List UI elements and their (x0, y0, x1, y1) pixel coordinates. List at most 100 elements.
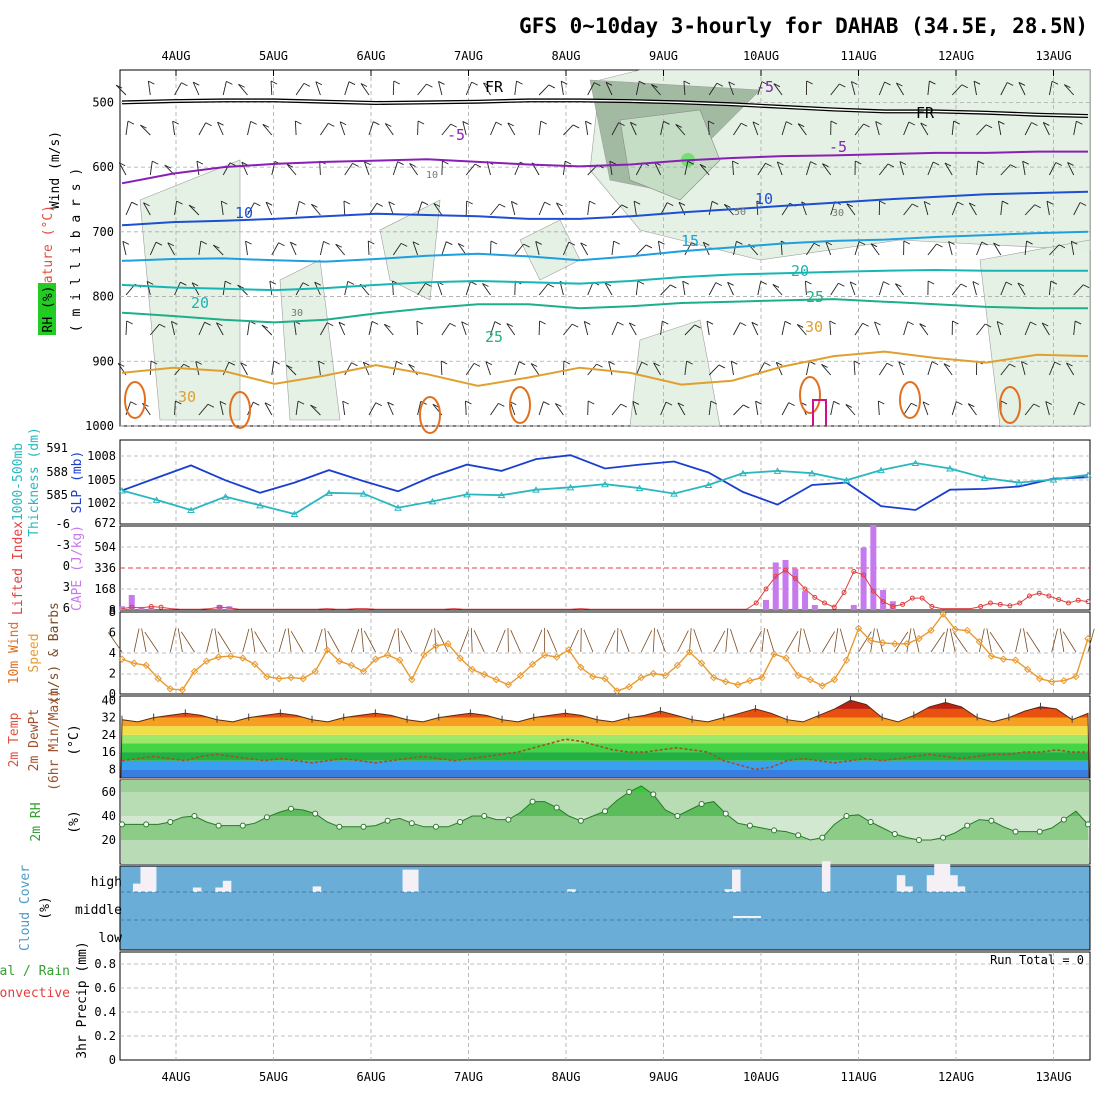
thickness-marker (566, 483, 575, 491)
pressure-tick-label: 500 (92, 95, 114, 109)
li-marker (792, 576, 798, 581)
cs-wind-label: Wind (m/s) (48, 131, 63, 209)
wind-barb-flag (931, 361, 939, 366)
wind-barb-flag (596, 363, 603, 368)
wind-barb-flag (653, 362, 660, 367)
wind-barb-flag (620, 403, 628, 408)
wind-barb (457, 243, 467, 256)
wind-barb-flag (887, 163, 895, 168)
wind-barb (115, 84, 127, 96)
wind-barb (538, 121, 542, 136)
li-marker (929, 604, 935, 609)
wind-tick: 8 (109, 605, 116, 619)
contour-label: 20 (791, 262, 809, 280)
wind10-barb (1087, 628, 1095, 653)
rh-ticks: 20 40 60 (102, 785, 116, 847)
wind-barb-flag (318, 360, 325, 365)
wind-barb (635, 361, 643, 376)
wind-barb (757, 81, 763, 96)
rh-marker (505, 816, 512, 823)
wind-barb-flag (805, 280, 812, 285)
wind-barb (514, 361, 520, 376)
wind10-barb (133, 628, 140, 653)
wind10-barb (532, 629, 543, 653)
wind-barb (247, 121, 252, 136)
cloud-middle-bar (733, 916, 761, 918)
wind-barb (530, 363, 540, 376)
wind-barb-flag (981, 241, 988, 246)
wind-barb (660, 284, 671, 296)
top-date-label: 13AUG (1035, 49, 1071, 63)
wind-barb-flag (1018, 82, 1026, 86)
wind10-marker (818, 682, 827, 690)
wind-barb-flag (425, 282, 432, 287)
wind-barb-flag (718, 364, 726, 369)
rh-marker (408, 820, 415, 827)
pressure-tick-label: 800 (92, 290, 114, 304)
rh-marker (795, 832, 802, 839)
wind-barb (315, 81, 321, 96)
wind-barb (825, 241, 832, 256)
precip-tick: 0.4 (94, 1005, 116, 1019)
wind-barb (485, 361, 491, 376)
cloud-high-bar (904, 886, 913, 892)
wind-barb (149, 323, 160, 336)
run-total-label: Run Total = 0 (990, 953, 1084, 967)
wind-barb-flag (977, 160, 985, 165)
li-marker (1075, 597, 1081, 603)
wind-barb (335, 243, 346, 256)
wind10-barb (930, 631, 945, 653)
wind-barb-flag (788, 402, 795, 407)
wind-barb-flag (845, 404, 853, 408)
wind-barb-flag (299, 200, 306, 205)
wind-barb (707, 121, 710, 136)
wind-barb-flag (862, 322, 869, 327)
wind-barb (555, 403, 564, 416)
wind10-marker (685, 648, 694, 656)
wind-barb (417, 283, 426, 296)
wind-barb-flag (167, 242, 175, 247)
wind-barb (927, 161, 934, 176)
cape-bar (860, 547, 867, 610)
wind-barb-flag (323, 240, 330, 245)
contour-label: 30 (805, 318, 823, 336)
precip-tick: 0.2 (94, 1029, 116, 1043)
wind-barb (805, 361, 810, 376)
wind-barb (903, 203, 913, 216)
wind-barb-flag (870, 243, 878, 248)
wind-barb-flag (417, 120, 425, 125)
wind-barb-flag (884, 81, 891, 86)
wind10-marker (335, 657, 344, 665)
isotherm-temp_25 (121, 298, 1088, 324)
wind-barb-flag (875, 121, 882, 125)
wind-barb-flag (131, 201, 138, 206)
wind-barb-flag (1074, 320, 1082, 325)
wind-barb-flag (499, 203, 506, 208)
top-date-label: 5AUG (259, 49, 288, 63)
wind-barb-flag (397, 161, 404, 166)
wind-barb-flag (675, 124, 682, 128)
wind-barb (286, 163, 297, 176)
wind-barb-flag (273, 360, 280, 365)
wind-barb (149, 161, 153, 176)
wind-barb (295, 83, 305, 96)
wind-barb-flag (482, 283, 489, 287)
precip-conv-label: Convective (0, 986, 70, 1001)
wind-barb (633, 201, 637, 216)
wind10-barb (677, 630, 689, 653)
wind10-marker (1035, 674, 1044, 683)
wind10-marker (214, 653, 223, 661)
thickness-marker (635, 484, 644, 492)
wind-barb (1024, 403, 1035, 416)
wind-barb-flag (677, 402, 685, 407)
cloud-tick: high (91, 875, 122, 890)
wind-barb (972, 281, 977, 296)
wind-barb (651, 84, 661, 96)
wind10-barb (834, 628, 839, 653)
wind-barb (125, 401, 131, 416)
wind-barb (1000, 363, 1010, 376)
contour-label: 20 (191, 294, 209, 312)
wind-barb-flag (1002, 200, 1009, 205)
wind-barb (188, 204, 200, 216)
wind-barb-flag (589, 200, 596, 205)
